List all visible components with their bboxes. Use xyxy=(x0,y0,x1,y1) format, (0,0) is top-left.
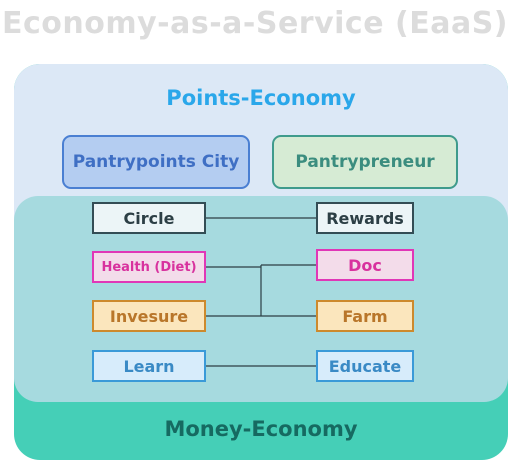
educate-box: Educate xyxy=(316,350,414,382)
learn-box: Learn xyxy=(92,350,206,382)
pantrypreneur-box: Pantrypreneur xyxy=(272,135,458,189)
points-economy-label: Points-Economy xyxy=(166,86,356,110)
farm-box: Farm xyxy=(316,300,414,332)
invesure-box: Invesure xyxy=(92,300,206,332)
rewards-box: Rewards xyxy=(316,202,414,234)
pantrypoints-city-box: Pantrypoints City xyxy=(62,135,250,189)
money-economy-label: Money-Economy xyxy=(164,417,358,441)
doc-box: Doc xyxy=(316,249,414,281)
circle-box: Circle xyxy=(92,202,206,234)
diagram-title: Economy-as-a-Service (EaaS) xyxy=(1,6,509,41)
health-diet-box: Health (Diet) xyxy=(92,251,206,283)
